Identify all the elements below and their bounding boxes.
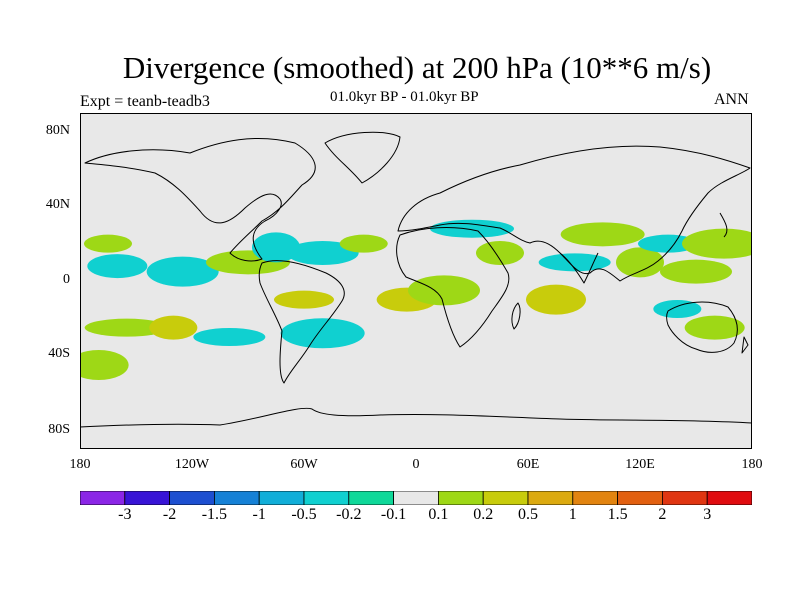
coast-north-america — [84, 138, 316, 262]
colorbar-swatch-3 — [213, 491, 260, 505]
colorbar-swatch-0 — [80, 491, 126, 505]
divergence-patch-4 — [149, 315, 198, 340]
colorbar-swatch-13 — [662, 491, 708, 505]
lat-label-80s: 80S — [48, 422, 70, 437]
colorbar-label-11: 1.5 — [607, 506, 628, 523]
colorbar-label-8: 0.2 — [473, 506, 494, 523]
divergence-patch-24 — [653, 300, 702, 318]
lon-label-180e: 180 — [741, 457, 763, 472]
divergence-patch-11 — [280, 318, 365, 349]
colorbar-swatch-6 — [348, 491, 394, 505]
lat-label-80n: 80N — [45, 123, 70, 138]
coast-madagascar — [511, 302, 521, 330]
divergence-field — [80, 219, 752, 380]
lat-label-40n: 40N — [45, 197, 70, 212]
colorbar-swatch-4 — [258, 491, 305, 505]
colorbar-swatches — [80, 491, 752, 505]
coast-new-zealand — [741, 336, 749, 354]
coast-australia — [666, 301, 738, 353]
lon-label-180w: 180 — [69, 457, 91, 472]
season-label: ANN — [714, 91, 749, 108]
lon-label-0: 0 — [412, 457, 420, 472]
divergence-patch-20 — [616, 247, 664, 278]
colorbar-swatch-9 — [482, 491, 529, 505]
coast-south-america — [258, 260, 345, 384]
divergence-patch-14 — [408, 275, 480, 306]
colorbar-label-9: 0.5 — [518, 506, 538, 523]
colorbar-swatch-1 — [124, 491, 170, 505]
divergence-patch-19 — [560, 222, 645, 247]
colorbar-label-5: -0.2 — [336, 506, 362, 523]
colorbar-swatch-14 — [706, 491, 752, 505]
colorbar-label-1: -2 — [162, 506, 177, 523]
colorbar-swatch-2 — [169, 491, 215, 505]
divergence-patch-21 — [638, 234, 698, 253]
lon-label-60w: 60W — [290, 457, 318, 472]
colorbar-swatch-8 — [437, 491, 484, 505]
lat-label-equator: 0 — [63, 272, 70, 287]
lon-label-60e: 60E — [516, 457, 540, 472]
coast-japan — [719, 212, 728, 238]
colorbar-label-13: 3 — [703, 506, 712, 523]
divergence-patch-3 — [84, 318, 169, 337]
colorbar-swatch-12 — [617, 491, 663, 505]
divergence-patch-9 — [274, 290, 334, 309]
coast-india — [559, 252, 599, 284]
divergence-patch-22 — [660, 259, 732, 284]
divergence-patch-15 — [430, 219, 514, 238]
coastlines — [80, 131, 752, 428]
lat-label-40s: 40S — [48, 346, 70, 361]
divergence-patch-17 — [526, 284, 586, 315]
colorbar-label-10: 1 — [568, 506, 577, 523]
divergence-patch-18 — [538, 253, 611, 272]
colorbar-label-2: -1.5 — [201, 506, 228, 523]
lon-label-120w: 120W — [174, 457, 210, 472]
divergence-patch-0 — [84, 234, 132, 253]
colorbar — [80, 491, 752, 505]
coast-europe-asia — [397, 145, 751, 282]
divergence-map — [80, 113, 752, 449]
divergence-patch-16 — [476, 241, 524, 265]
colorbar-label-0: -3 — [118, 506, 132, 523]
map-title: Divergence (smoothed) at 200 hPa (10**6 … — [122, 50, 712, 85]
colorbar-label-12: 2 — [658, 506, 667, 523]
divergence-patch-23 — [682, 228, 752, 259]
lon-label-120e: 120E — [625, 457, 655, 472]
experiment-label: Expt = teanb-teadb3 — [80, 93, 210, 110]
colorbar-label-4: -0.5 — [291, 506, 317, 523]
divergence-patch-1 — [87, 254, 148, 279]
map-frame — [80, 113, 752, 449]
coast-antarctica — [80, 407, 752, 428]
time-period-label: 01.0kyr BP - 01.0kyr BP — [330, 89, 479, 105]
colorbar-swatch-11 — [572, 491, 618, 505]
divergence-patch-2 — [146, 256, 219, 287]
colorbar-label-6: -0.1 — [380, 506, 407, 523]
divergence-patch-25 — [684, 315, 745, 340]
divergence-patch-6 — [193, 328, 266, 346]
divergence-patch-12 — [339, 234, 388, 253]
colorbar-swatch-10 — [527, 491, 574, 505]
divergence-patch-5 — [80, 350, 129, 380]
colorbar-swatch-7 — [393, 491, 439, 505]
colorbar-swatch-5 — [303, 491, 350, 505]
coast-africa — [396, 227, 510, 348]
coast-greenland — [324, 131, 401, 184]
divergence-patch-10 — [286, 241, 359, 265]
colorbar-label-7: 0.1 — [428, 506, 449, 523]
colorbar-label-3: -1 — [252, 506, 266, 523]
